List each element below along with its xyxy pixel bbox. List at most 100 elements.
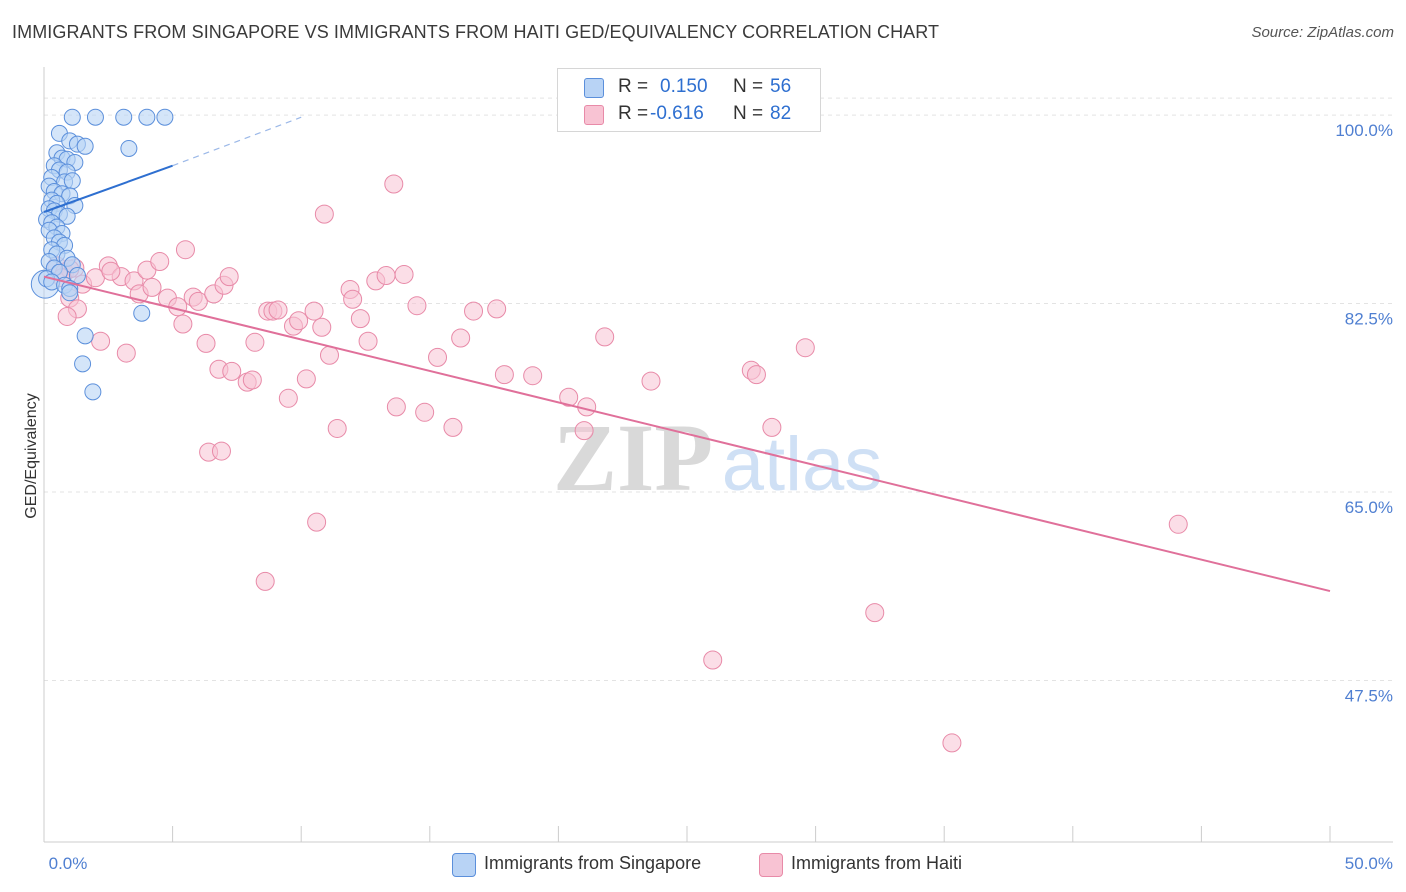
watermark-atlas: atlas [722,422,883,507]
haiti-point[interactable] [175,240,195,260]
haiti-trend-line [43,275,1331,593]
legend-r-value: 0.150 [660,76,708,97]
watermark: ZIP atlas [553,404,882,511]
haiti-point[interactable] [443,417,463,437]
singapore-point[interactable] [84,383,102,401]
haiti-point[interactable] [150,252,170,272]
legend-row-haiti: R = -0.616 N = 82 [558,101,820,127]
y-tick-label: 65.0% [1345,498,1393,517]
axes [43,67,1393,843]
haiti-point[interactable] [523,366,543,386]
haiti-point[interactable] [559,387,579,407]
tick-labels: 47.5% 65.0% 82.5% 100.0% 0.0% 50.0% [49,121,1393,873]
haiti-point[interactable] [312,317,332,337]
haiti-point[interactable] [386,397,406,417]
legend-swatch-haiti [584,105,604,125]
haiti-point[interactable] [1168,514,1188,534]
haiti-point[interactable] [101,261,121,281]
haiti-point[interactable] [394,264,414,284]
singapore-points [30,108,174,401]
haiti-point[interactable] [255,571,275,591]
singapore-point[interactable] [156,108,174,126]
singapore-point[interactable] [68,267,86,285]
haiti-point[interactable] [464,301,484,321]
haiti-point[interactable] [327,418,347,438]
haiti-point[interactable] [595,327,615,347]
haiti-point[interactable] [641,371,661,391]
haiti-point[interactable] [304,301,324,321]
haiti-point[interactable] [428,347,448,367]
haiti-point[interactable] [307,512,327,532]
singapore-point[interactable] [138,108,156,126]
source-label: Source: ZipAtlas.com [1251,24,1394,41]
haiti-point[interactable] [188,291,208,311]
haiti-point[interactable] [746,365,766,385]
singapore-point[interactable] [76,327,94,345]
singapore-point[interactable] [115,108,133,126]
singapore-point[interactable] [133,304,151,322]
haiti-point[interactable] [196,333,216,353]
haiti-point[interactable] [343,289,363,309]
haiti-point[interactable] [942,733,962,753]
watermark-zip: ZIP [553,404,713,511]
singapore-trend-line [43,164,173,213]
y-tick-label: 82.5% [1345,310,1393,329]
legend-n-value: 82 [770,103,792,124]
haiti-point[interactable] [415,402,435,422]
singapore-point[interactable] [74,355,92,373]
singapore-point[interactable] [63,172,81,190]
singapore-point[interactable] [61,284,79,302]
haiti-point[interactable] [278,388,298,408]
singapore-point[interactable] [86,108,104,126]
haiti-point[interactable] [487,299,507,319]
singapore-point[interactable] [76,137,94,155]
legend-swatch-singapore [452,853,476,877]
trend-lines [43,116,1331,593]
x-tick-label: 0.0% [49,854,88,873]
haiti-point[interactable] [703,650,723,670]
y-tick-label: 100.0% [1335,121,1393,140]
haiti-point[interactable] [57,306,77,326]
haiti-point[interactable] [574,421,594,441]
haiti-point[interactable] [173,314,193,334]
haiti-point[interactable] [116,343,136,363]
haiti-point[interactable] [245,332,265,352]
legend-r-label: R = [618,103,649,124]
haiti-point[interactable] [865,603,885,623]
haiti-point[interactable] [222,361,242,381]
haiti-point[interactable] [494,365,514,385]
haiti-point[interactable] [762,417,782,437]
haiti-point[interactable] [358,331,378,351]
haiti-point[interactable] [289,311,309,331]
legend-swatch-haiti [759,853,783,877]
legend-label-singapore: Immigrants from Singapore [484,853,702,873]
haiti-point[interactable] [142,277,162,297]
singapore-point[interactable] [58,207,76,225]
haiti-point[interactable] [211,441,231,461]
haiti-point[interactable] [219,267,239,287]
legend-r-value: -0.616 [650,103,704,124]
haiti-point[interactable] [91,331,111,351]
legend-row-singapore: R = 0.150 N = 56 [558,74,820,100]
legend-n-label: N = [733,76,764,97]
haiti-point[interactable] [795,338,815,358]
haiti-point[interactable] [296,369,316,389]
correlation-legend: R = 0.150 N = 56 R = -0.616 N = 82 [557,68,821,132]
legend-r-label: R = [618,76,649,97]
haiti-point[interactable] [268,300,288,320]
singapore-point[interactable] [120,139,138,157]
haiti-point[interactable] [384,174,404,194]
haiti-point[interactable] [376,266,396,286]
haiti-point[interactable] [407,296,427,316]
haiti-point[interactable] [314,204,334,224]
legend-swatch-singapore [584,78,604,98]
haiti-point[interactable] [350,309,370,329]
haiti-point[interactable] [242,370,262,390]
haiti-point[interactable] [451,328,471,348]
chart-title: IMMIGRANTS FROM SINGAPORE VS IMMIGRANTS … [12,22,940,42]
singapore-trend-extension [172,116,302,167]
singapore-point[interactable] [63,108,81,126]
y-tick-label: 47.5% [1345,686,1393,705]
x-tick-label: 50.0% [1345,854,1393,873]
